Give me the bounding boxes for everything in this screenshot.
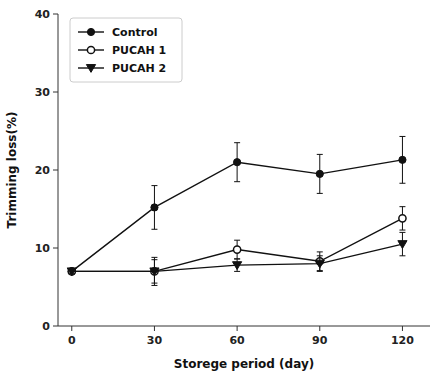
chart: 0 30 60 90 120 0 10 20 30 40 Storege period (day) T… <box>0 0 446 378</box>
x-tick-label: 120 <box>391 334 414 347</box>
data-point <box>68 268 75 275</box>
legend-item: PUCAH 1 <box>78 44 166 57</box>
x-axis-label: Storege period (day) <box>174 357 314 371</box>
error-cap <box>151 259 157 260</box>
error-bar <box>399 207 405 230</box>
data-point <box>316 170 323 177</box>
data-point <box>399 156 406 163</box>
legend-marker <box>87 46 94 53</box>
error-cap <box>234 240 240 241</box>
series <box>68 207 406 286</box>
x-tick-label: 90 <box>312 334 328 347</box>
error-bar <box>317 154 323 193</box>
error-cap <box>399 255 405 256</box>
y-tick-label: 20 <box>35 164 51 177</box>
error-cap <box>151 285 157 286</box>
x-tick <box>154 326 155 331</box>
series-line <box>72 244 403 271</box>
y-tick-label: 30 <box>35 86 51 99</box>
legend: Control PUCAH 1 PUCAH 2 <box>70 18 182 82</box>
error-cap <box>234 258 240 259</box>
y-tick-label: 40 <box>35 8 51 21</box>
series-line <box>72 218 403 271</box>
error-cap <box>234 181 240 182</box>
error-cap <box>399 136 405 137</box>
y-tick <box>53 248 58 249</box>
legend-marker <box>86 65 95 73</box>
error-cap <box>151 185 157 186</box>
error-cap <box>317 251 323 252</box>
error-cap <box>234 142 240 143</box>
y-tick <box>53 170 58 171</box>
axes: 0 30 60 90 120 0 10 20 30 40 <box>35 8 430 347</box>
error-bar <box>234 143 240 182</box>
error-cap <box>317 271 323 272</box>
error-cap <box>151 229 157 230</box>
data-point <box>68 268 75 275</box>
error-cap <box>234 271 240 272</box>
error-bar <box>399 136 405 183</box>
y-tick <box>53 326 58 327</box>
data-point <box>150 268 159 276</box>
x-tick <box>319 326 320 331</box>
legend-label: PUCAH 1 <box>112 44 166 57</box>
error-cap <box>399 230 405 231</box>
error-bar <box>234 240 240 259</box>
error-cap <box>399 183 405 184</box>
data-point <box>399 215 406 222</box>
y-tick-label: 10 <box>35 242 51 255</box>
data-point <box>315 260 324 268</box>
error-cap <box>317 255 323 256</box>
data-point <box>151 204 158 211</box>
error-bar <box>151 186 157 230</box>
data-point <box>67 268 76 276</box>
x-tick <box>402 326 403 331</box>
legend-frame <box>70 18 182 82</box>
data-point <box>398 241 407 249</box>
y-tick-label: 0 <box>42 320 50 333</box>
series <box>68 136 406 275</box>
series <box>67 232 407 283</box>
error-cap <box>151 283 157 284</box>
error-cap <box>317 193 323 194</box>
error-cap <box>317 154 323 155</box>
plot-area <box>67 136 407 285</box>
data-point <box>234 159 241 166</box>
x-tick-label: 30 <box>147 334 163 347</box>
error-cap <box>234 258 240 259</box>
x-axis-line <box>58 326 430 327</box>
legend-item: PUCAH 2 <box>78 62 166 75</box>
legend-item: Control <box>78 26 157 39</box>
chart-container: 0 30 60 90 120 0 10 20 30 40 Storege period (day) T… <box>0 0 446 378</box>
x-tick-label: 60 <box>229 334 245 347</box>
legend-marker <box>87 28 94 35</box>
y-tick <box>53 92 58 93</box>
error-cap <box>399 206 405 207</box>
error-cap <box>151 257 157 258</box>
y-tick <box>53 14 58 15</box>
data-point <box>234 246 241 253</box>
y-axis-label: Trimming loss(%) <box>5 112 19 229</box>
legend-label: Control <box>112 26 157 39</box>
legend-label: PUCAH 2 <box>112 62 166 75</box>
x-tick-label: 0 <box>68 334 76 347</box>
data-point <box>233 262 242 270</box>
x-tick <box>237 326 238 331</box>
x-tick <box>71 326 72 331</box>
error-cap <box>399 232 405 233</box>
